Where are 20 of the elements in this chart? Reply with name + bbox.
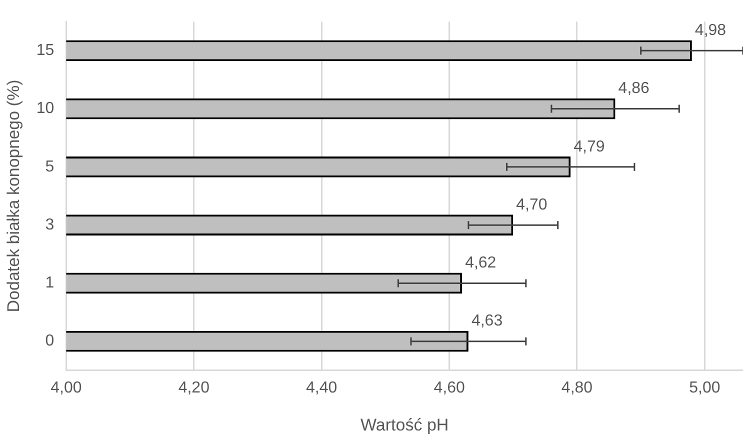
x-tick-label: 5,00 <box>689 379 720 396</box>
x-tick-label: 4,40 <box>306 379 338 396</box>
data-label: 4,70 <box>516 196 548 214</box>
y-tick-label: 15 <box>36 42 54 60</box>
y-tick-label: 0 <box>45 332 54 350</box>
data-label: 4,98 <box>694 22 726 40</box>
x-tick-label: 4,00 <box>50 379 82 396</box>
y-tick-label: 10 <box>36 100 54 118</box>
data-label: 4,63 <box>471 312 503 330</box>
data-label: 4,86 <box>618 80 650 98</box>
y-tick-label: 3 <box>45 216 54 234</box>
y-tick-label: 5 <box>45 158 54 176</box>
x-tick-label: 4,60 <box>434 379 465 396</box>
x-tick-label: 4,20 <box>178 379 210 396</box>
y-tick-label: 1 <box>45 274 54 292</box>
data-label: 4,62 <box>465 254 496 272</box>
y-axis-title: Dodatek białka konopnego (%) <box>4 80 23 312</box>
data-label: 4,79 <box>574 138 605 156</box>
x-tick-label: 4,80 <box>561 379 593 396</box>
x-axis-title: Wartość pH <box>360 415 449 434</box>
